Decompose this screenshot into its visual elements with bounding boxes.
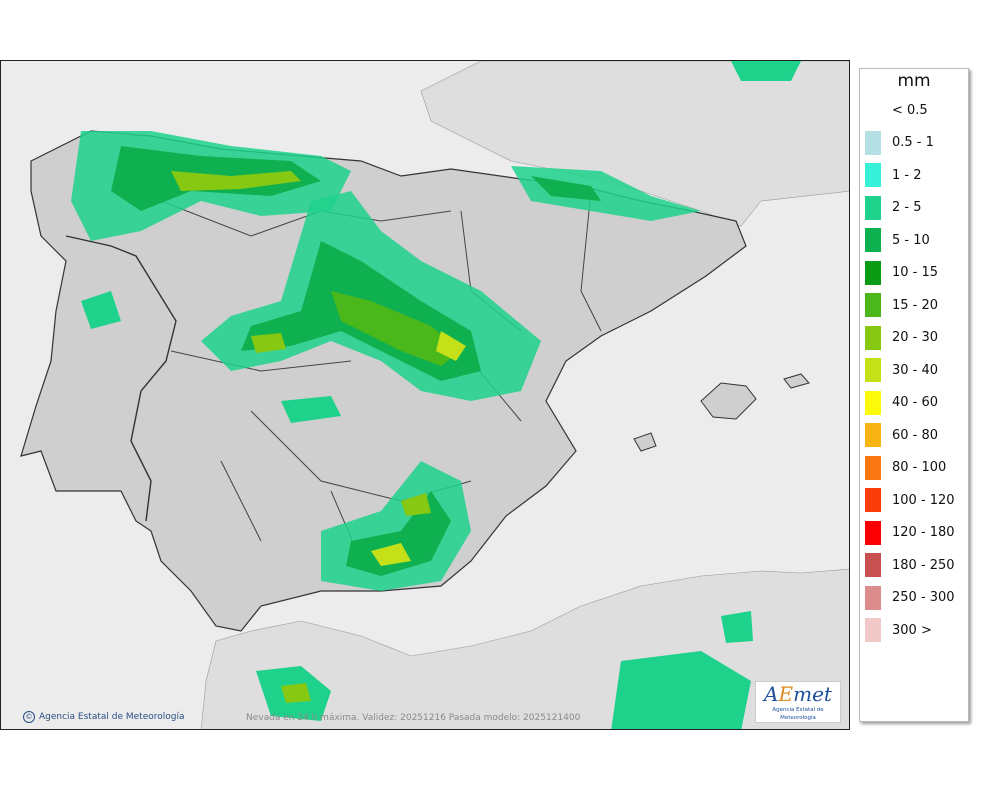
legend-item: 40 - 60 xyxy=(865,390,939,415)
legend-swatch xyxy=(865,553,881,577)
legend-swatch xyxy=(865,130,881,155)
legend-label: 10 - 15 xyxy=(892,265,939,280)
legend-label: 180 - 250 xyxy=(892,557,955,573)
legend-item: 60 - 80 xyxy=(865,423,938,447)
legend-item: 250 - 300 xyxy=(865,585,955,610)
legend-panel: mm < 0.5 0.5 - 1 1 - 2 2 - 5 5 - 10 10 - 15 15… xyxy=(859,68,969,722)
legend-swatch xyxy=(865,618,881,642)
legend-label: 60 - 80 xyxy=(892,427,939,443)
legend-swatch xyxy=(865,390,881,415)
legend-swatch xyxy=(865,293,881,317)
logo-mark: AEmet xyxy=(764,682,832,706)
legend-item: 2 - 5 xyxy=(865,195,922,220)
iberian-peninsula xyxy=(20,130,747,632)
snow-patches xyxy=(71,61,801,729)
map-footer: Nevada en 24 h máxima. Validez: 20251216… xyxy=(246,713,581,723)
legend-item: 1 - 2 xyxy=(865,163,922,187)
copyright-icon: © xyxy=(23,711,35,723)
legend-item: 120 - 180 xyxy=(865,520,955,545)
legend-label: 20 - 30 xyxy=(892,330,939,345)
portugal-border xyxy=(65,235,177,522)
legend-item: 5 - 10 xyxy=(865,228,930,252)
legend-label: 120 - 180 xyxy=(892,525,955,540)
legend-swatch xyxy=(865,423,881,447)
legend-item: 180 - 250 xyxy=(865,553,955,577)
legend-label: 30 - 40 xyxy=(892,362,939,378)
logo-subtitle: Agencia Estatal de Meteorología xyxy=(772,707,824,721)
legend-item: 10 - 15 xyxy=(865,260,939,285)
legend-item: 100 - 120 xyxy=(865,488,955,512)
legend-label: 15 - 20 xyxy=(892,297,939,313)
legend-swatch xyxy=(865,585,881,610)
legend-item: 30 - 40 xyxy=(865,358,938,382)
credit-text: Agencia Estatal de Meteorología xyxy=(39,712,185,722)
legend-label: 2 - 5 xyxy=(892,200,922,215)
legend-swatch xyxy=(865,358,881,382)
legend-item: 15 - 20 xyxy=(865,293,938,317)
legend-label: 250 - 300 xyxy=(892,590,955,605)
aemet-logo: AEmet Agencia Estatal de Meteorología xyxy=(755,681,841,723)
legend-title: mm xyxy=(897,71,931,91)
legend-swatch xyxy=(865,488,881,512)
mallorca xyxy=(700,382,757,420)
snow-forecast-map: © Agencia Estatal de Meteorología Nevada… xyxy=(0,60,850,730)
legend-item: 300 > xyxy=(865,618,932,642)
legend-swatch xyxy=(865,163,881,187)
legend-swatch xyxy=(865,195,881,220)
ibiza xyxy=(633,432,657,452)
legend-label: 1 - 2 xyxy=(892,167,922,183)
legend-item: 80 - 100 xyxy=(865,455,947,480)
legend-swatch xyxy=(865,98,881,122)
legend-swatch xyxy=(865,260,881,285)
legend-label: 100 - 120 xyxy=(892,492,955,508)
legend-item: < 0.5 xyxy=(865,98,928,122)
legend-swatch xyxy=(865,325,881,350)
legend-label: 0.5 - 1 xyxy=(892,135,934,150)
legend-label: 5 - 10 xyxy=(892,232,930,248)
menorca xyxy=(783,373,810,389)
legend-swatch xyxy=(865,228,881,252)
legend-item: 0.5 - 1 xyxy=(865,130,934,155)
legend-label: 80 - 100 xyxy=(892,460,947,475)
legend-item: 20 - 30 xyxy=(865,325,939,350)
legend-swatch xyxy=(865,455,881,480)
legend-swatch xyxy=(865,520,881,545)
legend-label: 40 - 60 xyxy=(892,395,939,410)
map-credit: © Agencia Estatal de Meteorología xyxy=(23,711,185,723)
legend-label: < 0.5 xyxy=(892,102,928,118)
iberia-map xyxy=(1,61,849,729)
legend-label: 300 > xyxy=(892,622,932,638)
